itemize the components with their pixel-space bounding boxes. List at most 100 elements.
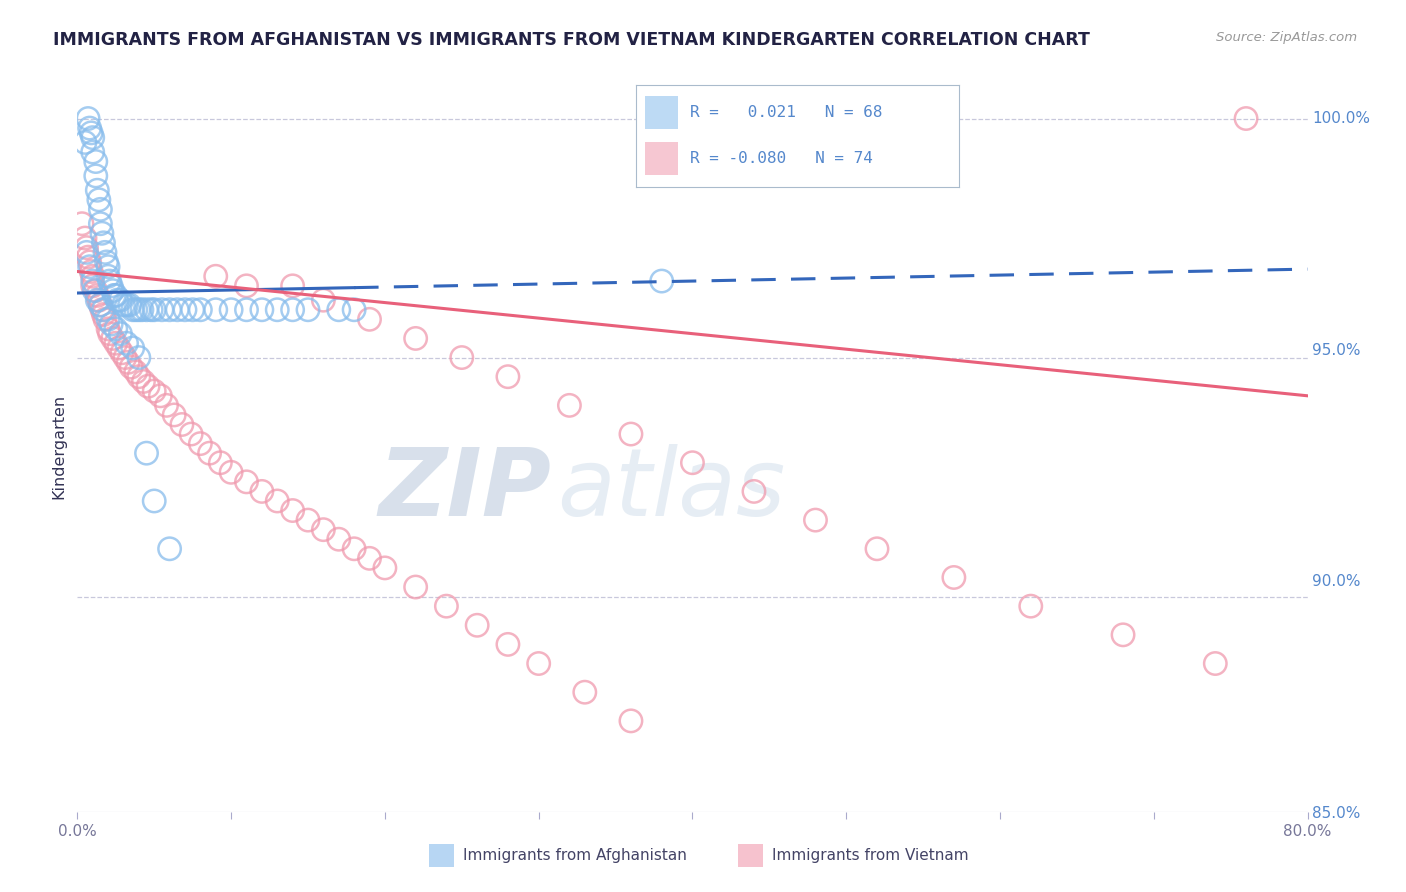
Point bbox=[209, 456, 232, 470]
Point bbox=[131, 302, 153, 317]
Point bbox=[87, 293, 110, 308]
Point bbox=[496, 369, 519, 384]
Point bbox=[90, 227, 114, 241]
Point bbox=[79, 255, 101, 269]
Point bbox=[250, 484, 273, 499]
Point bbox=[108, 341, 131, 355]
Point bbox=[188, 302, 212, 317]
Point bbox=[82, 274, 104, 288]
Point bbox=[70, 217, 93, 231]
Point bbox=[103, 288, 125, 302]
Point bbox=[73, 231, 96, 245]
Point bbox=[436, 599, 458, 614]
Point bbox=[83, 284, 105, 298]
Point bbox=[132, 375, 155, 389]
Point bbox=[450, 351, 472, 365]
Point bbox=[105, 293, 128, 308]
Text: R =   0.021   N = 68: R = 0.021 N = 68 bbox=[690, 105, 883, 120]
Point bbox=[166, 302, 188, 317]
Point bbox=[97, 312, 120, 326]
Point bbox=[136, 379, 159, 393]
Point bbox=[804, 513, 827, 527]
Point bbox=[118, 298, 141, 312]
Point bbox=[312, 293, 335, 308]
Text: R = -0.080   N = 74: R = -0.080 N = 74 bbox=[690, 151, 873, 166]
Bar bbox=[645, 142, 678, 175]
Point bbox=[89, 298, 111, 312]
Point bbox=[114, 351, 136, 365]
Point bbox=[82, 145, 104, 159]
Point bbox=[89, 298, 111, 312]
Point bbox=[188, 436, 212, 450]
Point bbox=[312, 523, 335, 537]
Point bbox=[343, 541, 366, 556]
Point bbox=[115, 298, 138, 312]
Point bbox=[620, 427, 643, 442]
Point bbox=[112, 298, 135, 312]
Point bbox=[93, 235, 115, 250]
Point bbox=[328, 302, 350, 317]
Text: IMMIGRANTS FROM AFGHANISTAN VS IMMIGRANTS FROM VIETNAM KINDERGARTEN CORRELATION : IMMIGRANTS FROM AFGHANISTAN VS IMMIGRANT… bbox=[53, 31, 1090, 49]
Point bbox=[359, 312, 381, 326]
Point bbox=[80, 126, 103, 140]
Point bbox=[128, 351, 150, 365]
Point bbox=[84, 154, 107, 169]
Point bbox=[163, 408, 186, 422]
Point bbox=[90, 302, 114, 317]
Point bbox=[465, 618, 488, 632]
Point bbox=[84, 169, 107, 183]
Point bbox=[121, 302, 143, 317]
Point bbox=[86, 183, 108, 197]
Point bbox=[73, 136, 96, 150]
Point bbox=[235, 278, 257, 293]
Point bbox=[558, 398, 581, 412]
Point bbox=[110, 293, 132, 308]
Point bbox=[219, 302, 242, 317]
Point bbox=[143, 384, 166, 398]
Point bbox=[866, 541, 889, 556]
Point bbox=[405, 331, 427, 345]
Point bbox=[128, 302, 150, 317]
Point bbox=[79, 121, 101, 136]
Point bbox=[235, 302, 257, 317]
Point bbox=[117, 355, 139, 369]
Point bbox=[125, 302, 148, 317]
Text: ZIP: ZIP bbox=[378, 444, 551, 536]
Point bbox=[150, 302, 173, 317]
Point bbox=[181, 302, 204, 317]
Point bbox=[87, 193, 110, 207]
Point bbox=[1234, 112, 1257, 126]
Point bbox=[143, 494, 166, 508]
Point bbox=[204, 269, 226, 284]
Point bbox=[101, 331, 124, 345]
Point bbox=[104, 288, 127, 302]
Point bbox=[574, 685, 596, 699]
Point bbox=[94, 245, 117, 260]
Point bbox=[82, 130, 104, 145]
Point bbox=[76, 245, 98, 260]
Point bbox=[128, 369, 150, 384]
Point bbox=[110, 326, 132, 341]
Bar bbox=[645, 96, 678, 128]
Point bbox=[77, 112, 100, 126]
Text: Immigrants from Vietnam: Immigrants from Vietnam bbox=[772, 848, 969, 863]
Point bbox=[682, 456, 704, 470]
Point bbox=[135, 446, 157, 460]
Point bbox=[80, 264, 103, 278]
Point bbox=[98, 274, 121, 288]
Point bbox=[180, 427, 202, 442]
Point bbox=[97, 322, 120, 336]
Point bbox=[115, 336, 138, 351]
Point bbox=[405, 580, 427, 594]
Point bbox=[79, 260, 101, 274]
Point bbox=[942, 570, 965, 584]
Point bbox=[82, 278, 104, 293]
Point bbox=[104, 322, 127, 336]
Point bbox=[121, 341, 143, 355]
Point bbox=[359, 551, 381, 566]
Point bbox=[125, 365, 148, 379]
Point bbox=[159, 302, 181, 317]
Point bbox=[84, 284, 107, 298]
Point bbox=[94, 312, 117, 326]
Point bbox=[374, 561, 396, 575]
